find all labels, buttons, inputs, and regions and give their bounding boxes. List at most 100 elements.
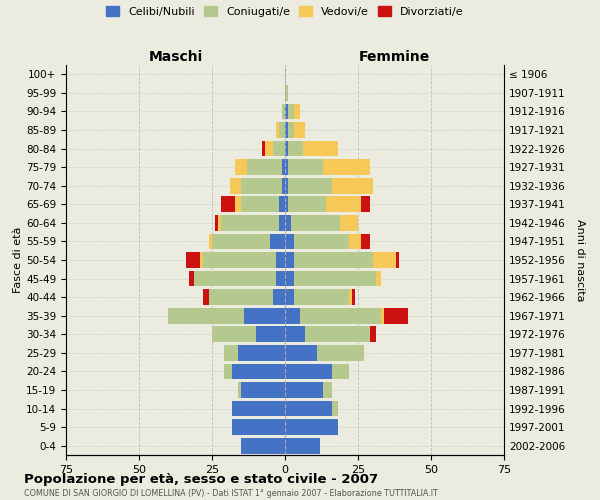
Bar bbox=[209, 289, 285, 305]
Bar bbox=[224, 364, 285, 380]
Bar bbox=[221, 196, 285, 212]
Bar bbox=[232, 400, 285, 416]
Bar bbox=[285, 215, 291, 231]
Bar bbox=[279, 215, 285, 231]
Bar bbox=[285, 438, 320, 454]
Bar bbox=[285, 196, 288, 212]
Bar bbox=[203, 252, 285, 268]
Bar bbox=[276, 122, 285, 138]
Bar bbox=[241, 196, 285, 212]
Bar bbox=[212, 234, 285, 250]
Bar bbox=[285, 196, 326, 212]
Bar bbox=[232, 419, 285, 435]
Bar bbox=[285, 140, 288, 156]
Bar bbox=[285, 234, 294, 250]
Bar bbox=[256, 326, 285, 342]
Bar bbox=[209, 234, 285, 250]
Bar bbox=[262, 140, 285, 156]
Bar bbox=[285, 178, 288, 194]
Bar bbox=[285, 345, 364, 361]
Bar bbox=[285, 104, 299, 120]
Bar bbox=[241, 438, 285, 454]
Bar bbox=[285, 140, 338, 156]
Bar bbox=[285, 308, 407, 324]
Bar bbox=[235, 160, 285, 175]
Bar bbox=[276, 122, 285, 138]
Bar bbox=[224, 364, 285, 380]
Text: Femmine: Femmine bbox=[359, 50, 430, 64]
Bar bbox=[285, 160, 323, 175]
Bar bbox=[285, 289, 355, 305]
Bar bbox=[285, 364, 349, 380]
Bar bbox=[282, 104, 285, 120]
Bar bbox=[241, 438, 285, 454]
Bar bbox=[285, 345, 364, 361]
Bar bbox=[285, 400, 332, 416]
Bar bbox=[285, 419, 338, 435]
Bar bbox=[285, 326, 376, 342]
Bar bbox=[285, 252, 373, 268]
Bar bbox=[235, 160, 285, 175]
Bar bbox=[232, 364, 285, 380]
Bar bbox=[168, 308, 285, 324]
Bar bbox=[285, 196, 370, 212]
Bar bbox=[218, 215, 285, 231]
Bar bbox=[285, 438, 320, 454]
Bar bbox=[241, 438, 285, 454]
Y-axis label: Fasce di età: Fasce di età bbox=[13, 227, 23, 293]
Bar bbox=[285, 215, 358, 231]
Bar bbox=[230, 178, 285, 194]
Bar bbox=[265, 140, 285, 156]
Bar bbox=[285, 178, 332, 194]
Bar bbox=[285, 270, 382, 286]
Bar bbox=[285, 160, 288, 175]
Bar bbox=[232, 400, 285, 416]
Bar bbox=[282, 104, 285, 120]
Bar bbox=[285, 419, 338, 435]
Bar bbox=[168, 308, 285, 324]
Bar bbox=[285, 104, 294, 120]
Bar bbox=[285, 85, 288, 101]
Bar bbox=[209, 234, 285, 250]
Bar bbox=[279, 122, 285, 138]
Bar bbox=[285, 140, 338, 156]
Bar bbox=[285, 364, 332, 380]
Bar bbox=[285, 234, 361, 250]
Bar bbox=[285, 122, 305, 138]
Legend: Celibi/Nubili, Coniugati/e, Vedovi/e, Divorziati/e: Celibi/Nubili, Coniugati/e, Vedovi/e, Di… bbox=[104, 4, 466, 19]
Bar bbox=[238, 382, 285, 398]
Bar bbox=[285, 160, 370, 175]
Bar bbox=[285, 178, 373, 194]
Bar bbox=[282, 178, 285, 194]
Bar bbox=[285, 419, 338, 435]
Bar bbox=[285, 289, 349, 305]
Bar bbox=[224, 345, 285, 361]
Bar bbox=[230, 178, 285, 194]
Bar bbox=[194, 270, 285, 286]
Bar bbox=[285, 215, 358, 231]
Bar bbox=[285, 308, 384, 324]
Bar bbox=[285, 252, 396, 268]
Bar bbox=[285, 252, 294, 268]
Bar bbox=[285, 364, 349, 380]
Bar bbox=[285, 289, 294, 305]
Bar bbox=[241, 438, 285, 454]
Text: Popolazione per età, sesso e stato civile - 2007: Popolazione per età, sesso e stato civil… bbox=[24, 472, 378, 486]
Bar bbox=[238, 382, 285, 398]
Bar bbox=[285, 326, 370, 342]
Bar bbox=[224, 345, 285, 361]
Bar bbox=[279, 196, 285, 212]
Bar bbox=[285, 289, 352, 305]
Bar bbox=[285, 382, 332, 398]
Bar bbox=[232, 419, 285, 435]
Bar bbox=[285, 382, 323, 398]
Bar bbox=[285, 234, 370, 250]
Y-axis label: Anni di nascita: Anni di nascita bbox=[575, 219, 585, 301]
Bar bbox=[247, 160, 285, 175]
Bar bbox=[285, 345, 364, 361]
Bar bbox=[285, 104, 299, 120]
Bar bbox=[244, 308, 285, 324]
Bar bbox=[285, 326, 305, 342]
Bar bbox=[285, 122, 294, 138]
Bar bbox=[285, 104, 288, 120]
